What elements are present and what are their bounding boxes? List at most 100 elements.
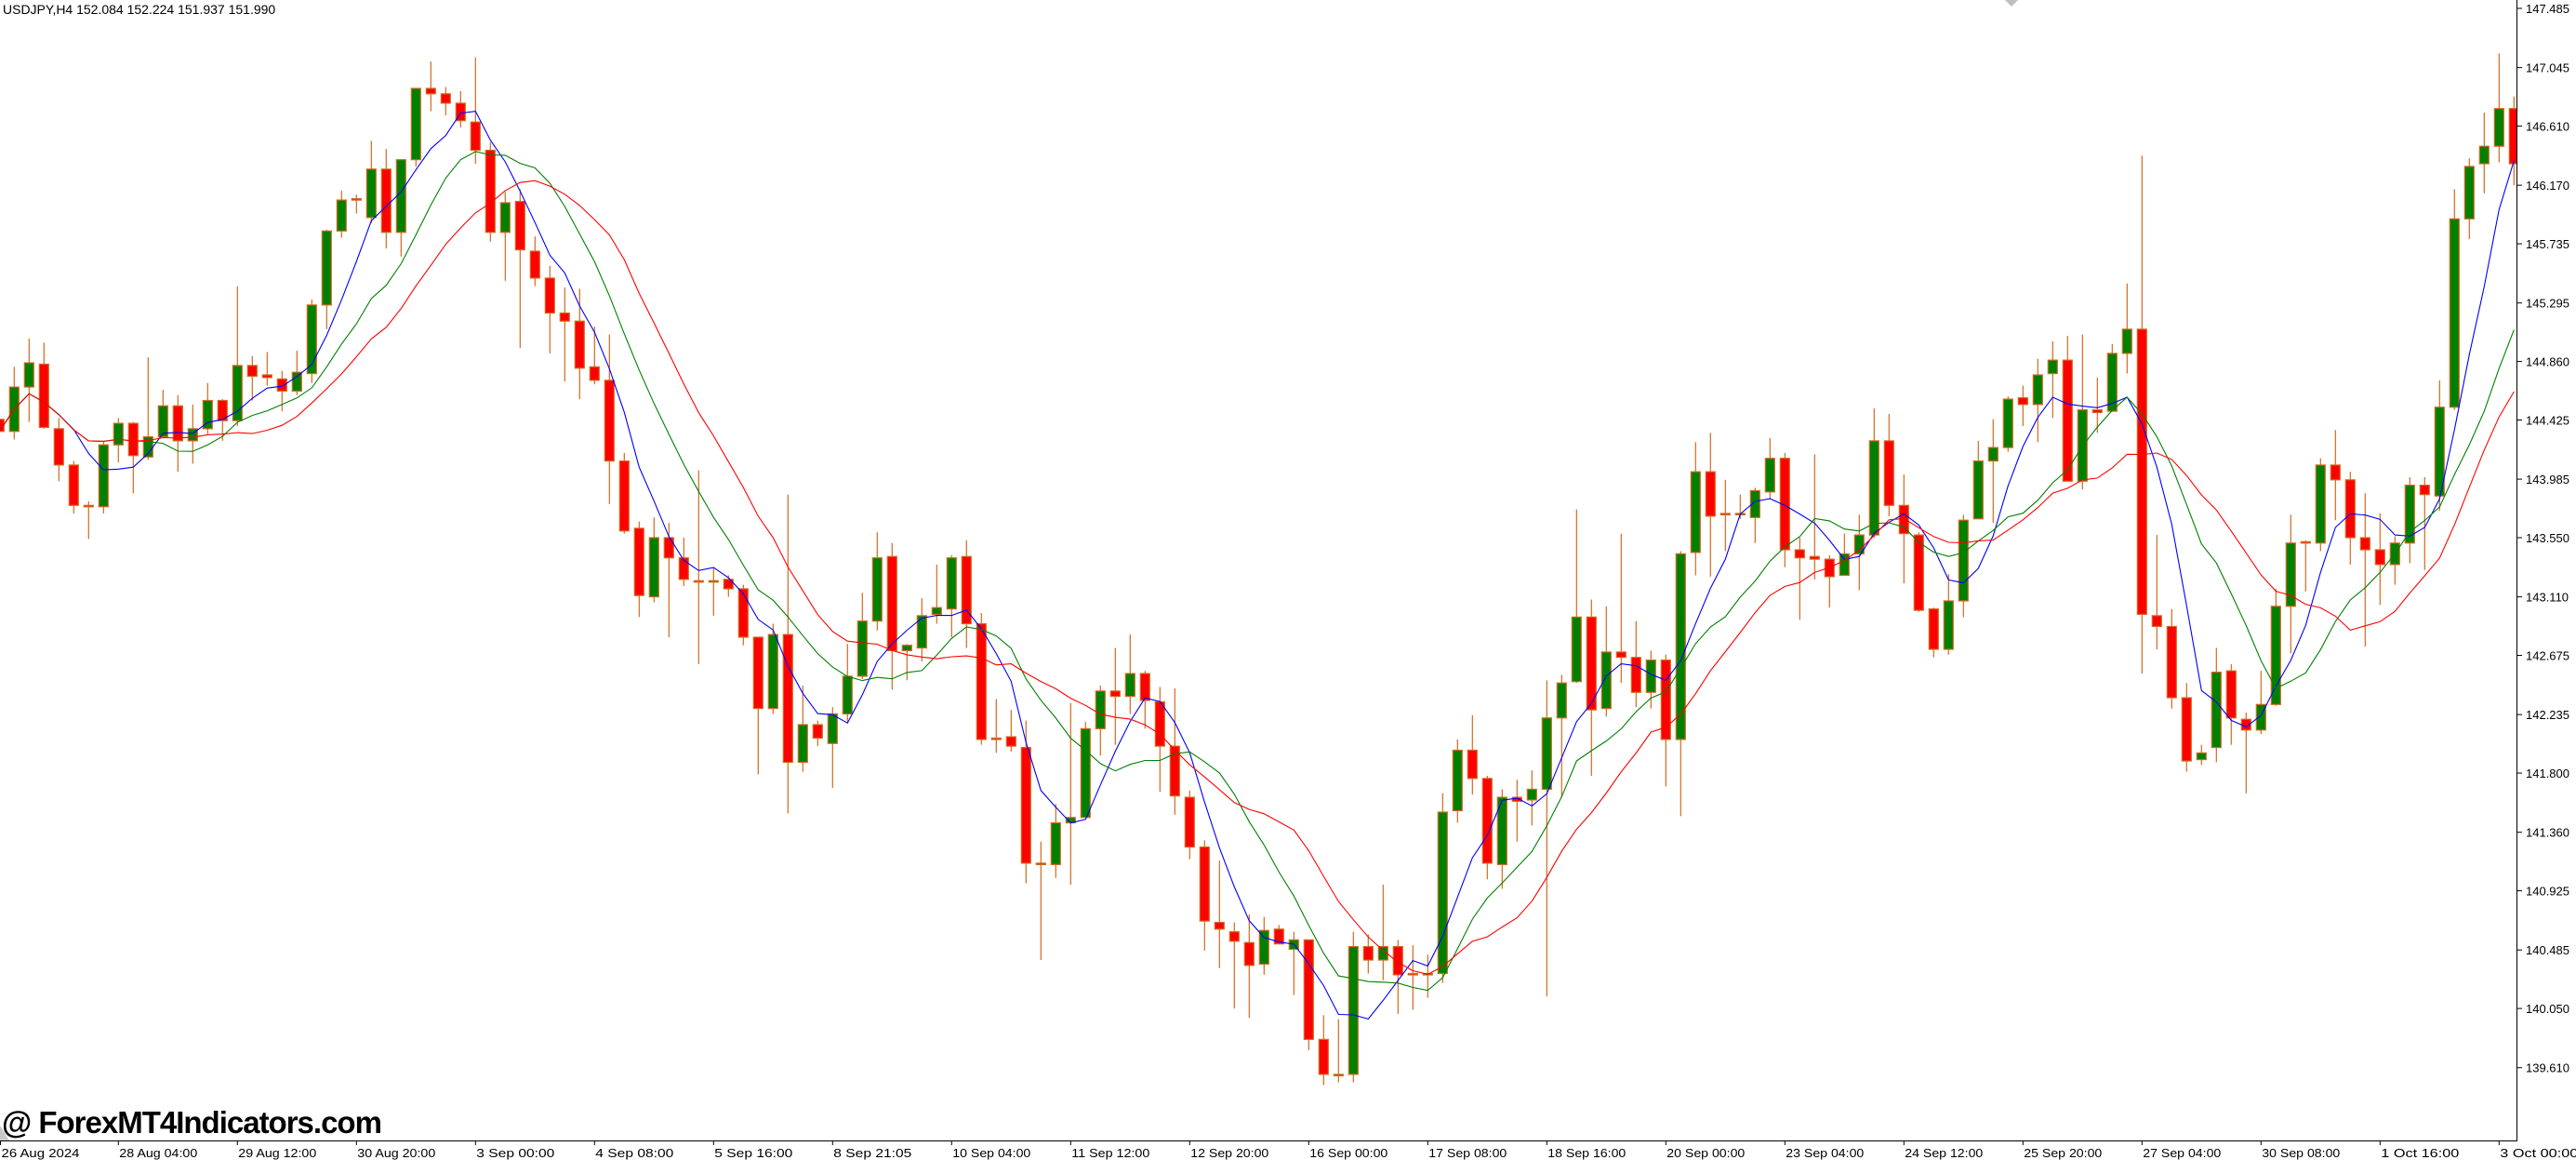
candle	[1824, 554, 1835, 608]
price-axis[interactable]: 147.485 147.045 146.610 146.170 145.735 145.2…	[2516, 2, 2569, 1075]
candle	[708, 567, 719, 616]
candle-body	[1362, 945, 1374, 961]
candle-body	[529, 250, 540, 279]
candle-body	[1035, 862, 1046, 866]
candle-body	[2359, 537, 2370, 551]
candle-body	[232, 365, 243, 421]
candle-body	[1407, 972, 1418, 976]
candle-body	[1720, 513, 1731, 516]
candle	[1407, 945, 1418, 1010]
candle	[1377, 885, 1388, 980]
candle	[2106, 343, 2118, 412]
candle-body	[1913, 534, 1924, 611]
candle-body	[514, 200, 525, 251]
time-axis[interactable]: 26 Aug 2024 28 Aug 04:00 29 Aug 12:00 30 Au…	[0, 1140, 2576, 1160]
candle	[440, 87, 451, 115]
candle-body	[1214, 921, 1225, 930]
candle	[2315, 458, 2326, 552]
candle	[2211, 647, 2222, 763]
candle-body	[2404, 485, 2415, 544]
time-tick-label: 26 Aug 2024	[2, 1146, 80, 1160]
candle-body	[455, 102, 466, 122]
price-tick-label: 145.735	[2526, 237, 2569, 251]
price-tick-label: 141.800	[2526, 767, 2569, 780]
candle	[976, 612, 987, 745]
candle	[1154, 687, 1165, 793]
candle	[2255, 671, 2266, 735]
candle	[1452, 739, 1463, 823]
candle-body	[1258, 929, 1269, 965]
candle	[380, 149, 392, 249]
candle-body	[365, 168, 377, 219]
candle-body	[1853, 534, 1865, 554]
moving-averages	[0, 111, 2515, 1020]
time-tick-label: 1 Oct 16:00	[2381, 1146, 2459, 1160]
candle-body	[990, 737, 1002, 740]
candle	[2151, 535, 2162, 650]
candle-body	[767, 633, 778, 710]
candle	[961, 540, 972, 648]
candle	[916, 598, 927, 662]
candle	[1362, 934, 1374, 974]
candle-body	[1050, 821, 1061, 865]
candle-body	[261, 374, 272, 379]
candle	[321, 229, 332, 329]
time-tick-label: 27 Sep 04:00	[2143, 1146, 2221, 1160]
candle-body	[1645, 659, 1656, 693]
candle-body	[291, 371, 302, 392]
candle	[1169, 687, 1180, 815]
candle	[1972, 440, 1984, 520]
candle	[1779, 452, 1790, 567]
candle-body	[2285, 542, 2296, 607]
candle-body	[395, 159, 406, 233]
candle-body	[187, 428, 198, 442]
candle	[2493, 53, 2504, 163]
candle	[871, 532, 883, 631]
candle	[1392, 940, 1403, 1014]
candle	[931, 564, 942, 624]
candle	[648, 517, 659, 603]
candle-body	[976, 622, 987, 740]
price-tick-label: 146.610	[2526, 120, 2569, 134]
candle-body	[2315, 464, 2326, 544]
candle	[291, 351, 302, 395]
candle	[142, 357, 153, 460]
candle	[1868, 408, 1879, 539]
candle-body	[752, 636, 764, 710]
candle-body	[2344, 479, 2356, 539]
candle	[797, 686, 808, 772]
candle-body	[1467, 749, 1478, 780]
candle-body	[604, 380, 615, 462]
candle-body	[1184, 796, 1195, 848]
candle-body	[1020, 746, 1031, 864]
candle-body	[1348, 945, 1359, 1075]
moving-average-line	[0, 180, 2515, 975]
chart-title: USDJPY,H4 152.084 152.224 151.937 151.99…	[3, 2, 276, 17]
time-tick-label: 12 Sep 20:00	[1190, 1146, 1268, 1160]
candle	[395, 159, 406, 257]
candle	[1794, 538, 1805, 620]
candle-body	[1690, 471, 1701, 553]
candle	[1615, 533, 1627, 684]
candle-body	[2255, 703, 2266, 731]
candle-body	[1511, 796, 1522, 803]
candle-body	[2002, 398, 2013, 448]
moving-average-line	[0, 151, 2515, 992]
candle	[1809, 454, 1820, 580]
candle-body	[2181, 697, 2192, 762]
candle	[1749, 487, 1760, 543]
candle	[842, 644, 853, 724]
candle-body	[1318, 1038, 1329, 1075]
price-tick-label: 143.985	[2526, 473, 2569, 487]
candle-body	[1987, 447, 1998, 462]
shift-marker-icon[interactable]	[2005, 0, 2018, 7]
candle	[8, 367, 20, 440]
candle	[2374, 513, 2385, 606]
price-tick-label: 147.485	[2526, 2, 2569, 16]
candle-body	[1839, 553, 1850, 577]
candle	[1214, 860, 1225, 968]
candle	[529, 236, 540, 287]
candle-body	[1958, 519, 1969, 602]
candle-body	[1005, 736, 1016, 747]
